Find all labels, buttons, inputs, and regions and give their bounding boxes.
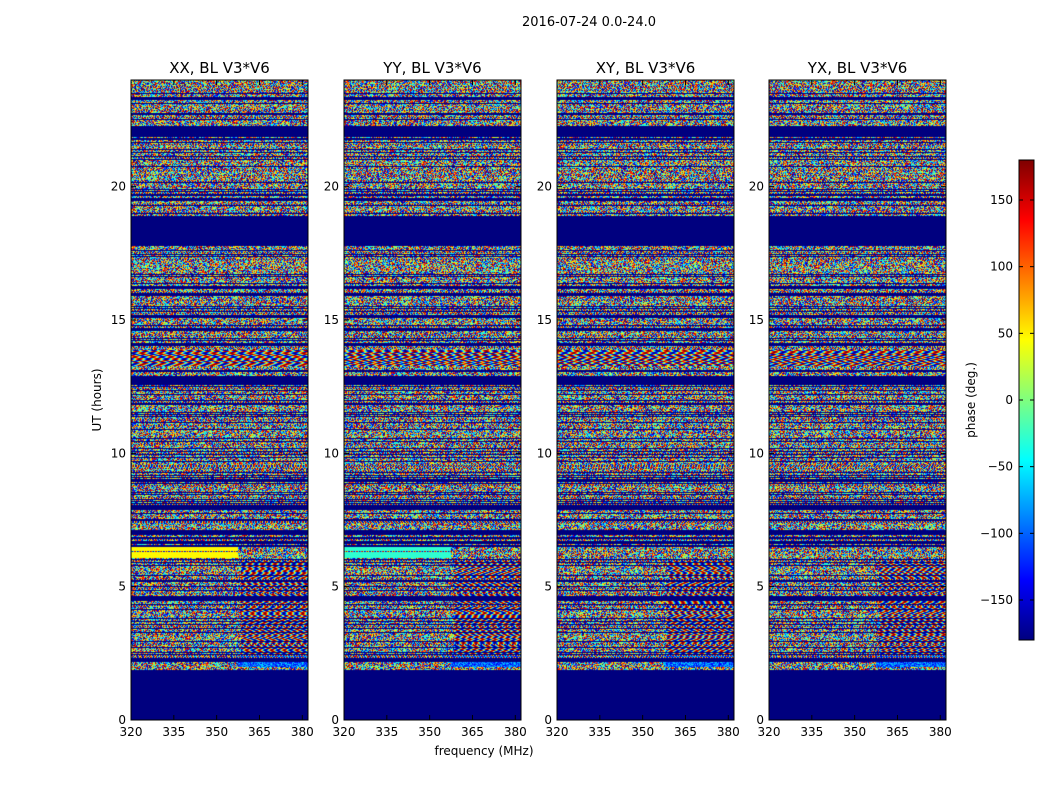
- y-tick-label: 10: [537, 446, 552, 460]
- x-tick-label: 380: [717, 725, 740, 739]
- panel-frame: [343, 79, 522, 721]
- y-tick-label: 5: [331, 580, 339, 594]
- y-tick-label: 5: [756, 580, 764, 594]
- y-tick-label: 0: [544, 713, 552, 727]
- colorbar-tick-label: −100: [980, 526, 1013, 540]
- y-tick-label: 0: [118, 713, 126, 727]
- x-tick-label: 350: [418, 725, 441, 739]
- x-tick-label: 320: [333, 725, 356, 739]
- heatmap-image: [131, 80, 308, 720]
- y-tick-label: 15: [537, 313, 552, 327]
- colorbar: −150 −100 −50 0 50 100 150: [980, 159, 1035, 641]
- y-tick-label: 20: [537, 180, 552, 194]
- x-tick-label: 350: [843, 725, 866, 739]
- x-tick-label: 365: [886, 725, 909, 739]
- colorbar-tick-label: 50: [998, 326, 1013, 340]
- x-tick-label: 365: [674, 725, 697, 739]
- x-tick-label: 320: [758, 725, 781, 739]
- panel-3: XY, BL V3*V6 320 335 350 365 380 0 5 10 15 20: [537, 59, 740, 739]
- panel-frame: [768, 79, 947, 721]
- y-tick-label: 10: [749, 446, 764, 460]
- x-tick-label: 335: [375, 725, 398, 739]
- x-tick-label: 320: [120, 725, 143, 739]
- panel-2: YY, BL V3*V6 320 335 350 365 380 0 5 10 15 20: [324, 59, 527, 739]
- x-tick-label: 380: [929, 725, 952, 739]
- y-tick-label: 0: [331, 713, 339, 727]
- y-tick-label: 5: [118, 580, 126, 594]
- x-tick-label: 350: [631, 725, 654, 739]
- heatmap-image: [344, 80, 521, 720]
- y-tick-label: 20: [324, 180, 339, 194]
- x-axis-label: frequency (MHz): [434, 744, 533, 758]
- x-tick-label: 365: [248, 725, 271, 739]
- y-tick-label: 15: [324, 313, 339, 327]
- y-tick-label: 10: [111, 446, 126, 460]
- figure-title: 2016-07-24 0.0-24.0: [522, 15, 656, 30]
- panel-frame: [556, 79, 735, 721]
- colorbar-tick-label: 100: [990, 260, 1013, 274]
- y-tick-label: 15: [111, 313, 126, 327]
- colorbar-tick-label: −50: [988, 460, 1013, 474]
- panel-title: YX, BL V3*V6: [807, 59, 908, 77]
- y-axis-label: UT (hours): [90, 368, 104, 431]
- colorbar-tick-label: 0: [1005, 393, 1013, 407]
- x-tick-label: 350: [205, 725, 228, 739]
- heatmap-image: [769, 80, 946, 720]
- y-tick-label: 20: [111, 180, 126, 194]
- y-tick-label: 15: [749, 313, 764, 327]
- heatmap-image: [557, 80, 734, 720]
- panel-4: YX, BL V3*V6 320 335 350 365 380 0 5 10 15 20: [749, 59, 952, 739]
- panel-title: YY, BL V3*V6: [382, 59, 481, 77]
- colorbar-label: phase (deg.): [964, 362, 978, 438]
- x-tick-label: 335: [588, 725, 611, 739]
- y-tick-label: 10: [324, 446, 339, 460]
- x-tick-label: 380: [504, 725, 527, 739]
- y-tick-label: 5: [544, 580, 552, 594]
- colorbar-tick-label: −150: [980, 593, 1013, 607]
- x-tick-label: 380: [291, 725, 314, 739]
- colorbar-tick-label: 150: [990, 193, 1013, 207]
- y-tick-label: 20: [749, 180, 764, 194]
- x-tick-label: 320: [546, 725, 569, 739]
- x-tick-label: 335: [162, 725, 185, 739]
- panel-1: XX, BL V3*V6 320 335 350 365 380 0 5 10 15 20: [111, 59, 314, 739]
- panel-title: XY, BL V3*V6: [596, 59, 696, 77]
- panel-frame: [130, 79, 309, 721]
- panel-title: XX, BL V3*V6: [169, 59, 270, 77]
- y-tick-label: 0: [756, 713, 764, 727]
- x-tick-label: 365: [461, 725, 484, 739]
- x-tick-label: 335: [800, 725, 823, 739]
